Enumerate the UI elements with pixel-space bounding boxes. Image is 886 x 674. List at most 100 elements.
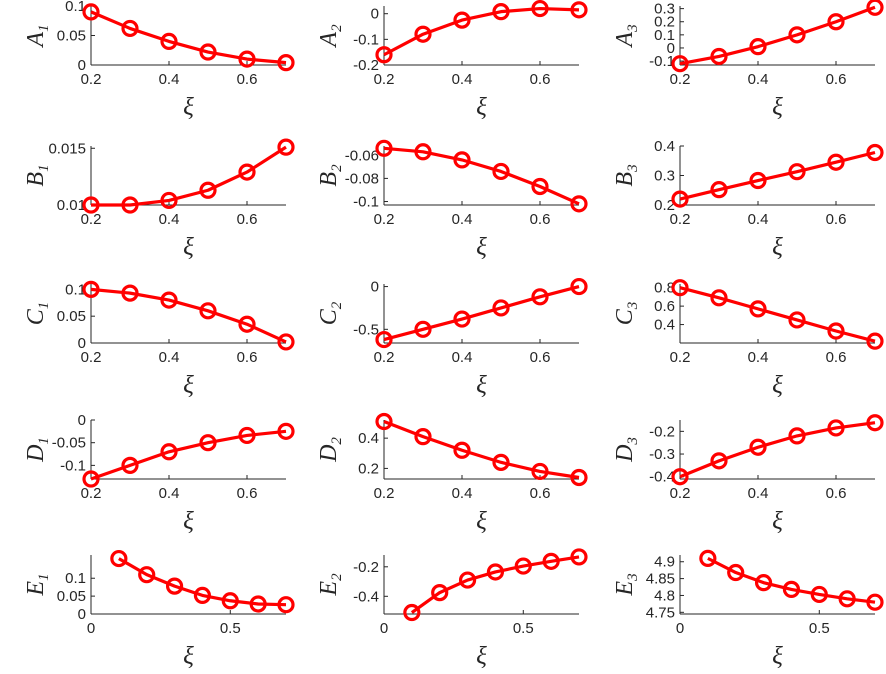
data-point-e1: [165, 577, 184, 595]
data-point-b2: [570, 195, 588, 213]
data-point-e1: [221, 592, 239, 610]
data-point-a1: [199, 43, 217, 61]
data-point-e3: [754, 574, 773, 592]
x-tick-label-a3: 0.6: [826, 71, 847, 88]
y-tick-label-c1: 0: [78, 335, 86, 352]
y-tick-label-b2: -0.08: [345, 170, 379, 187]
series-line-e2: [410, 555, 580, 614]
y-tick-label-a1: 0.1: [65, 0, 86, 15]
x-tick-label-b3: 0.6: [826, 211, 847, 228]
data-point-b3: [788, 163, 806, 181]
data-point-c2: [531, 288, 549, 306]
x-tick-label-a1: 0.4: [159, 71, 180, 88]
data-point-a3: [827, 13, 845, 31]
data-point-c2: [375, 330, 393, 349]
data-point-a2: [570, 1, 588, 19]
y-tick-label-d3: -0.2: [649, 423, 675, 440]
y-tick-label-c1: 0.05: [57, 308, 86, 325]
data-point-b3: [710, 181, 728, 199]
data-point-d2: [453, 441, 471, 459]
y-tick-label-d2: 0.2: [358, 460, 379, 477]
y-axis-label-d1: D1: [23, 437, 52, 463]
data-point-e1: [193, 586, 212, 605]
data-point-d1: [82, 470, 100, 488]
data-point-c2: [453, 310, 471, 328]
data-point-d2: [375, 412, 393, 431]
subplot-c2: 0.2 0.4 0.6 -0.5 0 C2 ξ: [316, 277, 588, 399]
x-tick-label-a3: 0.4: [748, 71, 769, 88]
data-point-d2: [570, 468, 588, 487]
data-point-c3: [749, 300, 767, 318]
x-tick-label-b1: 0.2: [81, 211, 102, 228]
data-point-c2: [492, 299, 510, 317]
x-tick-label-e2: 0.5: [513, 620, 534, 637]
x-axis-label-a1: ξ: [183, 94, 194, 121]
data-point-e1: [110, 549, 128, 568]
x-tick-label-d1: 0.4: [159, 485, 180, 502]
series-line-d2: [383, 420, 580, 480]
series-line-a3: [679, 5, 876, 66]
data-point-a3: [749, 38, 767, 56]
x-tick-label-b2: 0.6: [530, 211, 551, 228]
subplot-d2: 0.2 0.4 0.6 0.2 0.4 D2 ξ: [316, 412, 588, 535]
x-tick-label-a2: 0.6: [530, 71, 551, 88]
data-point-a3: [866, 0, 884, 16]
series-line-a2: [383, 6, 580, 57]
y-tick-label-a1: 0: [78, 57, 86, 74]
data-point-c3: [827, 322, 845, 340]
x-tick-label-c1: 0.4: [159, 349, 180, 366]
data-point-d3: [827, 419, 845, 437]
y-tick-label-c3: 0.8: [654, 280, 675, 297]
data-point-a1: [238, 50, 256, 68]
data-point-b1: [199, 181, 217, 199]
data-point-a2: [492, 3, 510, 21]
y-tick-label-d2: 0.4: [358, 430, 379, 447]
subplot-e2: 0 0.5 -0.4 -0.2 E2 ξ: [316, 548, 588, 670]
data-point-e1: [249, 595, 267, 613]
data-point-a2: [453, 11, 471, 29]
y-tick-label-b2: -0.1: [353, 194, 379, 211]
x-tick-label-a2: 0.2: [374, 71, 395, 88]
data-point-b3: [866, 143, 884, 162]
x-tick-label-c2: 0.2: [374, 349, 395, 366]
x-tick-label-d2: 0.6: [530, 485, 551, 502]
y-tick-label-a1: 0.05: [57, 28, 86, 45]
y-tick-label-b1: 0.015: [48, 140, 86, 157]
x-tick-label-c3: 0.4: [748, 349, 769, 366]
y-axis-label-a1: A1: [23, 24, 52, 48]
y-axis-label-e3: E3: [612, 573, 641, 596]
data-point-d1: [238, 426, 256, 445]
series-line-e1: [118, 557, 287, 607]
y-tick-label-b2: -0.06: [345, 147, 379, 164]
x-axis-label-d3: ξ: [772, 508, 783, 535]
y-axis-label-c2: C2: [316, 301, 345, 325]
data-point-e3: [727, 563, 745, 582]
y-tick-label-c2: 0: [371, 279, 379, 296]
x-tick-label-e2: 0: [380, 620, 388, 637]
y-axis-label-b3: B3: [612, 164, 641, 186]
y-axis-label-c3: C3: [612, 302, 641, 326]
data-point-d2: [414, 428, 432, 446]
data-point-e2: [486, 563, 505, 581]
x-axis-label-e1: ξ: [183, 643, 194, 670]
x-tick-label-a3: 0.2: [670, 71, 691, 88]
x-axis-label-d2: ξ: [476, 508, 487, 535]
data-point-b2: [375, 139, 393, 157]
x-tick-label-c3: 0.6: [826, 349, 847, 366]
data-point-b2: [492, 162, 510, 181]
data-point-b3: [749, 171, 767, 190]
data-point-e1: [277, 596, 295, 614]
x-tick-label-c1: 0.6: [237, 349, 258, 366]
data-point-e2: [403, 603, 421, 622]
data-point-c1: [238, 315, 256, 333]
data-point-a3: [710, 47, 728, 66]
y-tick-label-a2: 0: [371, 6, 379, 23]
data-point-b2: [414, 143, 432, 161]
series-line-c2: [383, 285, 580, 342]
x-axis-label-c3: ξ: [772, 372, 783, 399]
data-point-b1: [121, 196, 139, 214]
x-tick-label-c2: 0.4: [452, 349, 473, 366]
data-point-b1: [238, 163, 256, 181]
